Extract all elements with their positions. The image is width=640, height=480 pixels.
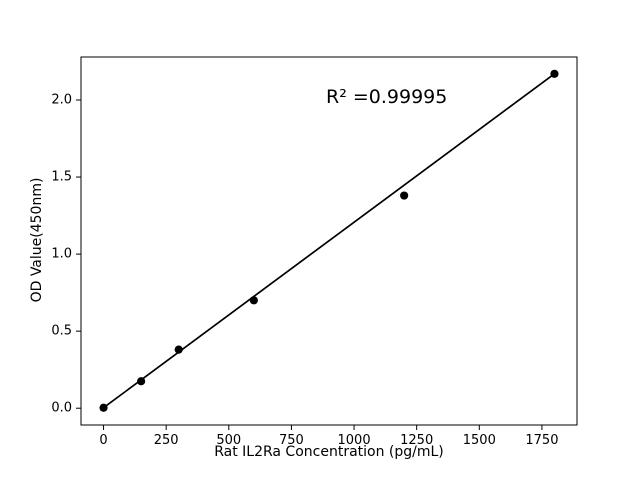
y-tick-label: 0.5 — [51, 324, 72, 339]
x-tick-label: 0 — [99, 433, 107, 448]
data-point — [550, 69, 559, 78]
x-tick-label: 500 — [216, 433, 241, 448]
r-squared-annotation: R² =0.99995 — [326, 86, 448, 108]
data-point — [99, 403, 108, 412]
data-point — [400, 191, 409, 200]
x-tick-label: 1500 — [463, 433, 496, 448]
data-point — [249, 296, 258, 305]
y-tick-label: 1.5 — [51, 170, 72, 185]
axes-frame — [80, 56, 578, 426]
x-axis-label: Rat IL2Ra Concentration (pg/mL) — [214, 444, 444, 460]
y-tick-label: 2.0 — [51, 92, 72, 107]
y-axis-label: OD Value(450nm) — [29, 177, 45, 303]
fit-line — [103, 73, 555, 409]
y-tick-label: 0.0 — [51, 401, 72, 416]
y-tick-label: 1.0 — [51, 247, 72, 262]
data-point — [174, 345, 183, 354]
x-tick-label: 250 — [154, 433, 179, 448]
data-point — [137, 377, 146, 386]
x-tick-label: 1000 — [338, 433, 371, 448]
x-tick-label: 1250 — [400, 433, 433, 448]
x-tick-label: 750 — [279, 433, 304, 448]
x-tick-label: 1750 — [525, 433, 558, 448]
